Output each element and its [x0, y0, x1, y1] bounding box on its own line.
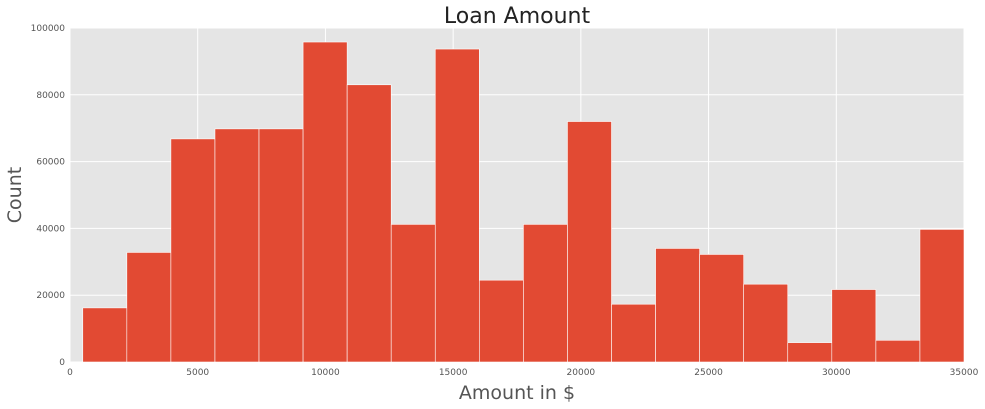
y-tick-label: 0 — [59, 358, 65, 368]
x-tick-label: 25000 — [694, 368, 723, 378]
histogram-bar — [831, 289, 877, 363]
x-tick-label: 35000 — [950, 368, 979, 378]
x-tick-label: 0 — [67, 368, 73, 378]
x-tick-labels: 0 5000 10000 15000 20000 25000 30000 35000 — [67, 368, 978, 378]
x-axis-label: Amount in $ — [459, 382, 575, 404]
y-tick-label: 80000 — [36, 91, 65, 101]
y-axis-label: Count — [4, 167, 26, 223]
histogram-bar — [567, 121, 612, 363]
chart-title: Loan Amount — [444, 4, 591, 29]
histogram-bar — [699, 254, 744, 363]
histogram-bars — [82, 41, 965, 363]
histogram-bar — [611, 303, 656, 363]
histogram-bar — [302, 41, 348, 363]
histogram-bar — [434, 48, 480, 363]
y-tick-label: 100000 — [31, 24, 66, 34]
x-tick-label: 15000 — [439, 368, 468, 378]
histogram-bar — [214, 128, 260, 363]
histogram-bar — [655, 248, 700, 363]
histogram-bar — [743, 283, 789, 363]
histogram-bar — [126, 252, 172, 363]
histogram-bar — [82, 307, 128, 363]
x-tick-label: 5000 — [186, 368, 209, 378]
histogram-bar — [919, 229, 965, 363]
x-tick-label: 10000 — [311, 368, 340, 378]
histogram-bar — [170, 138, 216, 363]
histogram-bar — [875, 339, 921, 363]
histogram-bar — [523, 224, 568, 363]
histogram-bar — [787, 342, 833, 363]
y-tick-labels: 0 20000 40000 60000 80000 100000 — [31, 24, 66, 368]
histogram-bar — [258, 128, 304, 363]
y-tick-label: 20000 — [36, 291, 65, 301]
histogram-bar — [346, 84, 392, 363]
histogram-bar — [479, 279, 524, 363]
y-tick-label: 60000 — [36, 158, 65, 168]
x-tick-label: 20000 — [567, 368, 596, 378]
x-tick-label: 30000 — [822, 368, 851, 378]
histogram-bar — [390, 224, 436, 363]
y-tick-label: 40000 — [36, 224, 65, 234]
